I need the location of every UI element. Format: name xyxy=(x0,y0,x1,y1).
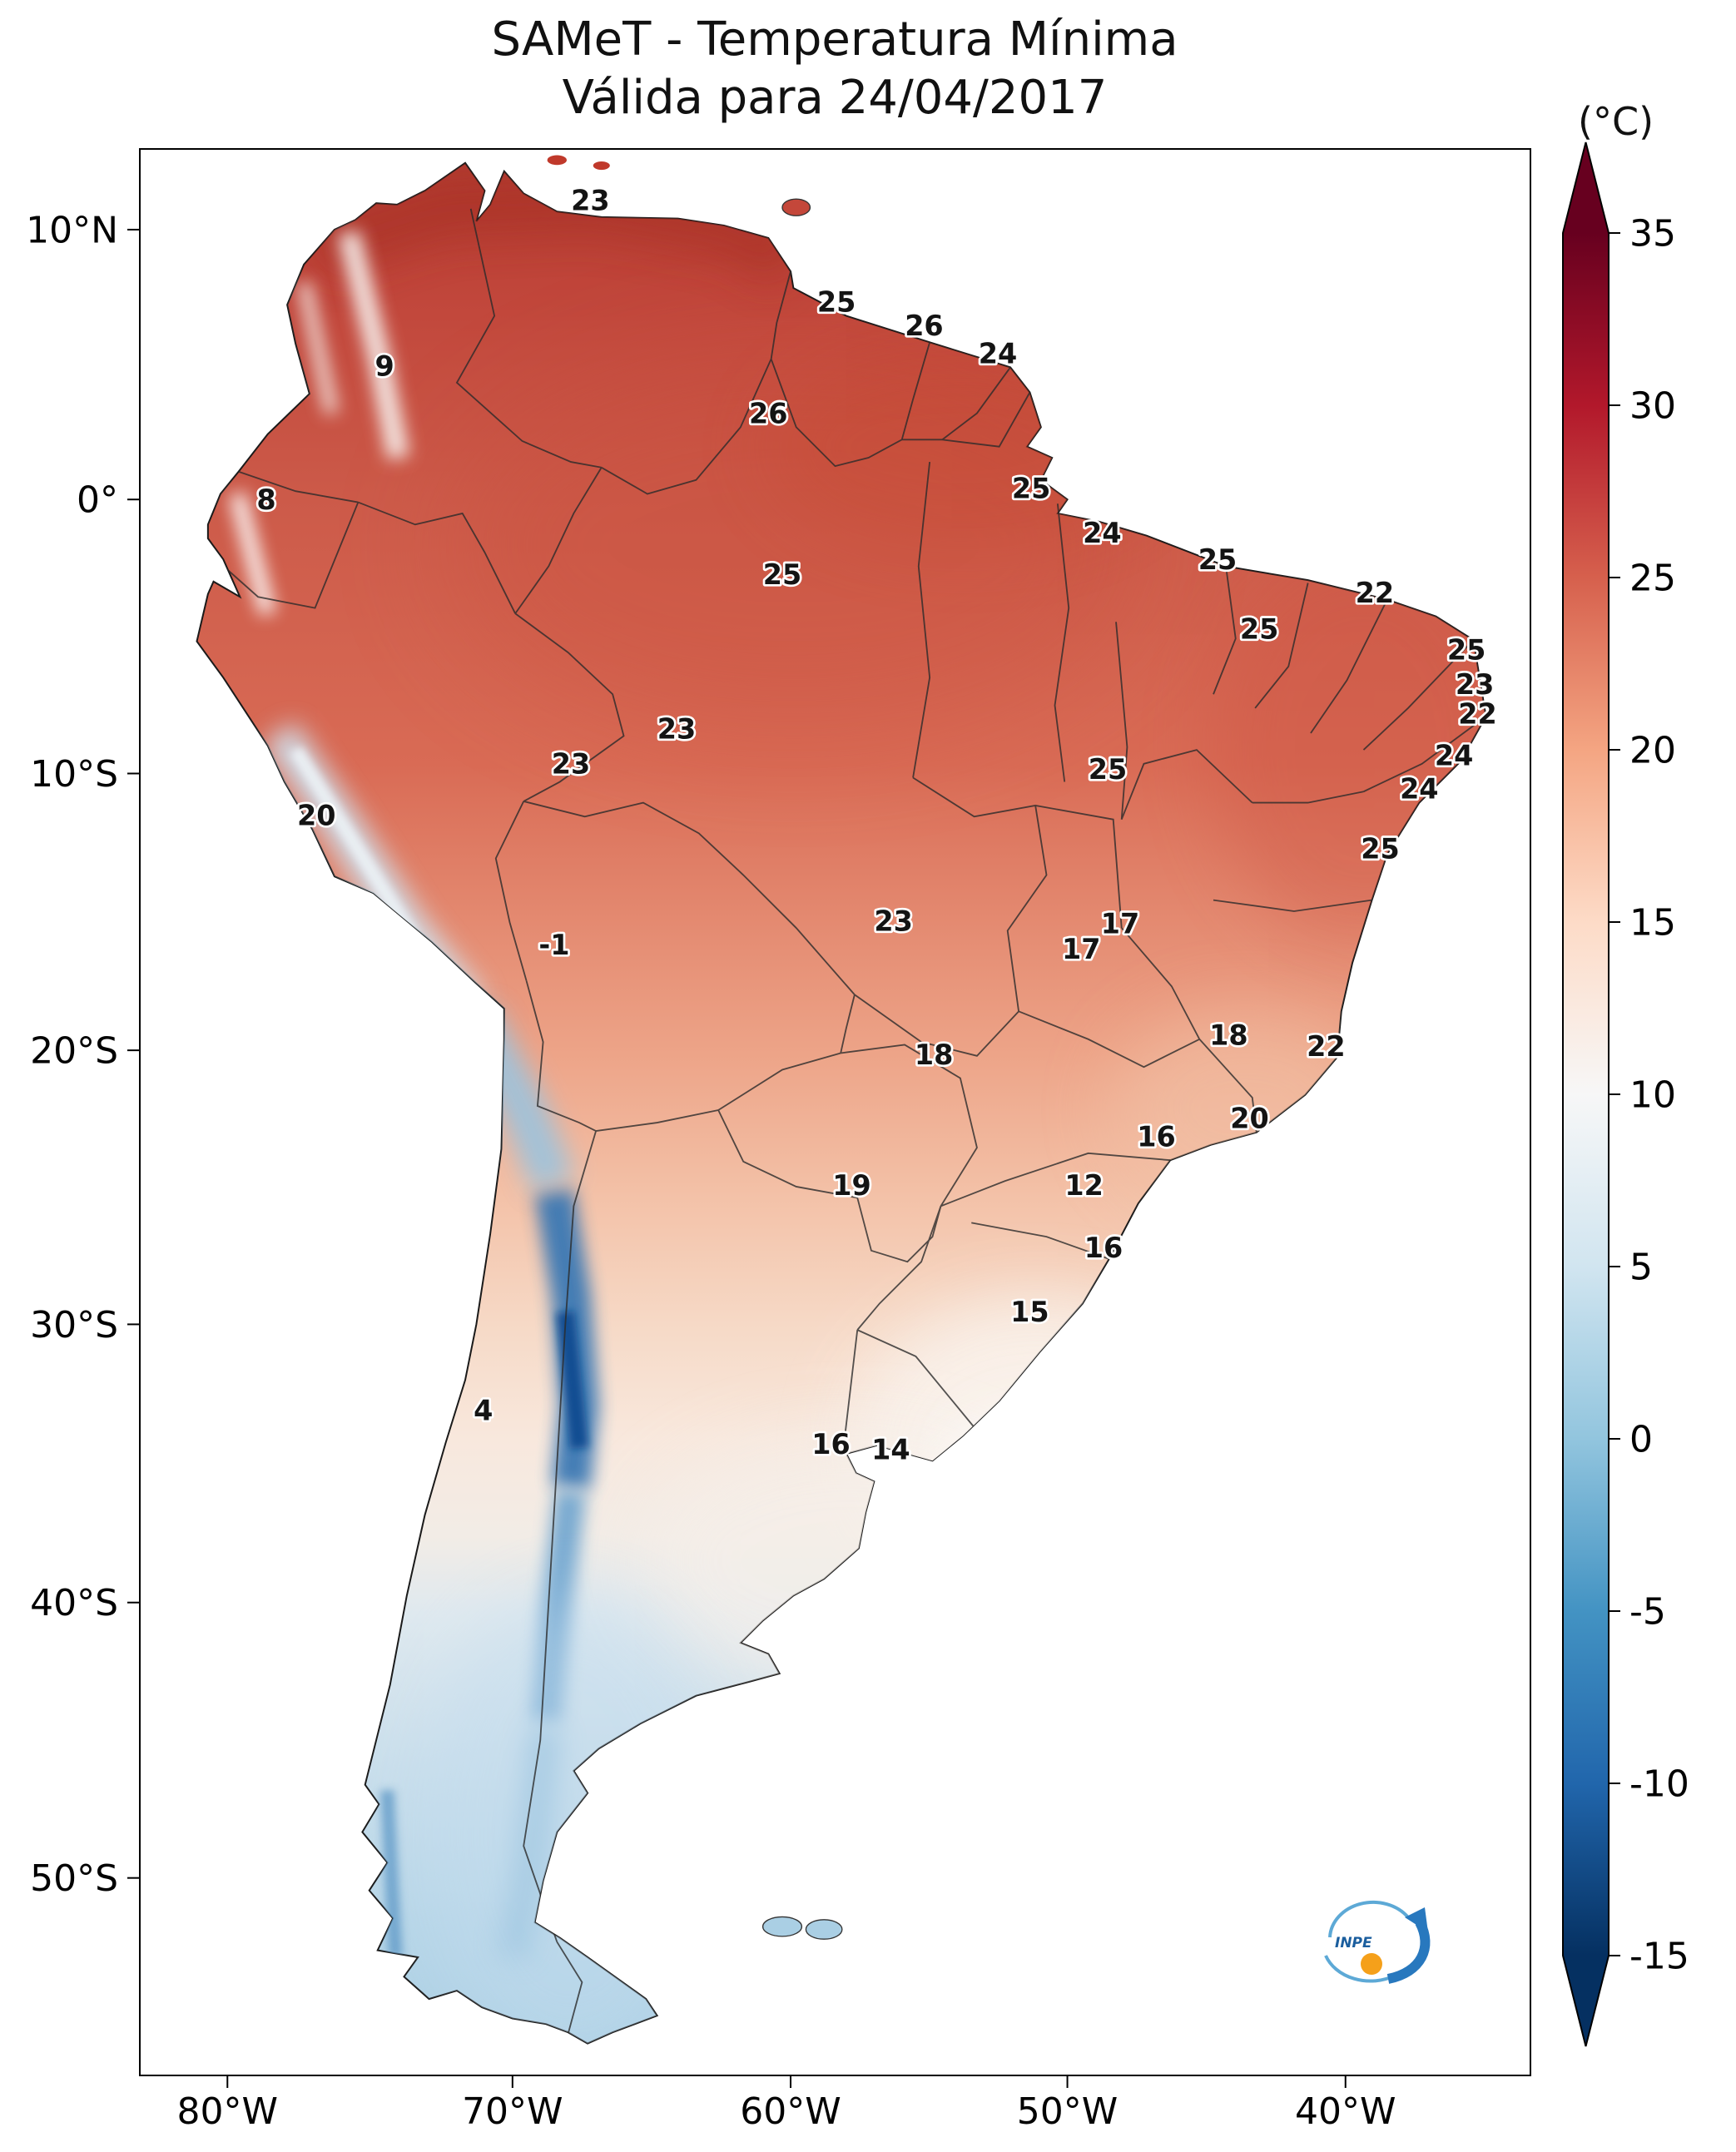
temperature-value-label: 22 xyxy=(1356,577,1394,609)
colorbar-tick-label: 30 xyxy=(1629,384,1676,427)
temperature-value-label: 24 xyxy=(979,337,1017,369)
latitude-tick-label: 30°S xyxy=(30,1304,118,1346)
temperature-value-label: 4 xyxy=(474,1395,493,1427)
colorbar-tick-label: 0 xyxy=(1629,1418,1653,1460)
latitude-tick-label: 0° xyxy=(77,479,118,522)
colorbar-tick-label: 20 xyxy=(1629,729,1676,771)
temperature-value-label: 14 xyxy=(871,1434,910,1466)
colorbar-under-arrow xyxy=(1563,1956,1609,2046)
colorbar-tick-label: 35 xyxy=(1629,212,1676,255)
temperature-value-label: 25 xyxy=(817,286,856,319)
temperature-value-label: 23 xyxy=(657,713,696,746)
colorbar-tick-label: 10 xyxy=(1629,1074,1676,1116)
colorbar-tick-label: -15 xyxy=(1629,1935,1689,1977)
temperature-value-label: 19 xyxy=(832,1169,870,1202)
longitude-tick-label: 80°W xyxy=(177,2090,279,2133)
temperature-value-label: 25 xyxy=(1447,633,1486,666)
temperature-value-label: 26 xyxy=(749,397,787,429)
colorbar-over-arrow xyxy=(1563,142,1609,233)
colorbar-tick-label: 25 xyxy=(1629,557,1676,599)
temperature-value-label: 25 xyxy=(763,558,801,591)
temperature-value-label: 18 xyxy=(1209,1019,1247,1051)
longitude-tick-label: 50°W xyxy=(1017,2090,1118,2133)
temperature-value-label: 25 xyxy=(1198,543,1237,576)
temperature-value-label: 23 xyxy=(552,747,590,780)
colorbar: (°C) 35 30 25 20 15 10 5 0 -5 -10 -15 xyxy=(1562,99,1689,2047)
latitude-tick-label: 50°S xyxy=(30,1857,118,1900)
temperature-value-label: 16 xyxy=(1084,1232,1123,1264)
colorbar-tick-label: 5 xyxy=(1629,1246,1653,1288)
islands xyxy=(547,155,843,1940)
temperature-value-label: 17 xyxy=(1101,908,1139,940)
colorbar-tick-label: -5 xyxy=(1629,1590,1666,1633)
latitude-tick-label: 10°S xyxy=(30,753,118,796)
longitude-tick-label: 60°W xyxy=(740,2090,841,2133)
longitude-tick-label: 40°W xyxy=(1295,2090,1396,2133)
logo-orbit-arc-bottom xyxy=(1324,1955,1396,1983)
temperature-value-label: 16 xyxy=(811,1428,850,1460)
temperature-value-label: 20 xyxy=(1230,1103,1268,1135)
falkland-island-west xyxy=(761,1916,803,1937)
temperature-value-label: 17 xyxy=(1062,933,1100,965)
temperature-value-label: 25 xyxy=(1012,473,1050,505)
falkland-island-east xyxy=(805,1919,843,1940)
temperature-value-label: 18 xyxy=(915,1039,953,1071)
plot-frame xyxy=(139,148,1531,2076)
colorbar-tick-label: 15 xyxy=(1629,901,1676,944)
temperature-value-label: 9 xyxy=(374,350,394,382)
longitude-tick-label: 70°W xyxy=(462,2090,563,2133)
temperature-value-label: 15 xyxy=(1010,1296,1049,1328)
colorbar-unit-label: (°C) xyxy=(1578,99,1654,144)
temperature-value-label: 22 xyxy=(1458,697,1496,730)
temperature-value-label: 25 xyxy=(1361,832,1399,865)
figure-title: SAMeT - Temperatura Mínima xyxy=(491,12,1178,67)
logo-orbit-arc-top xyxy=(1328,1900,1410,1938)
temperature-value-label: 26 xyxy=(905,310,943,342)
colorbar-tick-label: -10 xyxy=(1629,1763,1689,1805)
political-borders xyxy=(207,208,1486,2035)
temperature-value-label: 25 xyxy=(1089,753,1127,786)
colorbar-ticks: 35 30 25 20 15 10 5 0 -5 -10 -15 xyxy=(1609,212,1689,1977)
latitude-axis: 10°N 0° 10°S 20°S 30°S 40°S 50°S xyxy=(26,209,140,1900)
longitude-axis: 80°W 70°W 60°W 50°W 40°W xyxy=(177,2075,1396,2133)
temperature-value-label: 23 xyxy=(1456,668,1494,701)
temperature-value-label: -1 xyxy=(538,929,569,961)
colorbar-gradient-bar xyxy=(1563,233,1609,1956)
temperature-value-label: 24 xyxy=(1435,739,1473,771)
logo-text: INPE xyxy=(1335,1935,1372,1951)
temperature-value-label: 16 xyxy=(1137,1120,1175,1153)
temperature-value-label: 23 xyxy=(874,905,912,937)
inpe-logo: INPE xyxy=(1324,1900,1431,1984)
temperature-value-label: 24 xyxy=(1400,773,1438,806)
temperature-value-label: 22 xyxy=(1307,1030,1345,1063)
latitude-tick-label: 10°N xyxy=(26,209,118,251)
temperature-value-label: 20 xyxy=(297,799,335,831)
latitude-tick-label: 20°S xyxy=(30,1030,118,1073)
logo-arrow-swoosh xyxy=(1386,1920,1431,1984)
temperature-value-label: 23 xyxy=(571,185,609,217)
figure-subtitle: Válida para 24/04/2017 xyxy=(563,71,1108,125)
logo-arrow-head xyxy=(1405,1907,1428,1932)
temperature-value-label: 8 xyxy=(256,483,275,516)
temperature-value-label: 25 xyxy=(1240,612,1278,645)
temperature-value-label: 12 xyxy=(1064,1169,1103,1202)
logo-orange-dot xyxy=(1361,1953,1382,1975)
temperature-value-label: 24 xyxy=(1083,517,1121,549)
latitude-tick-label: 40°S xyxy=(30,1582,118,1624)
